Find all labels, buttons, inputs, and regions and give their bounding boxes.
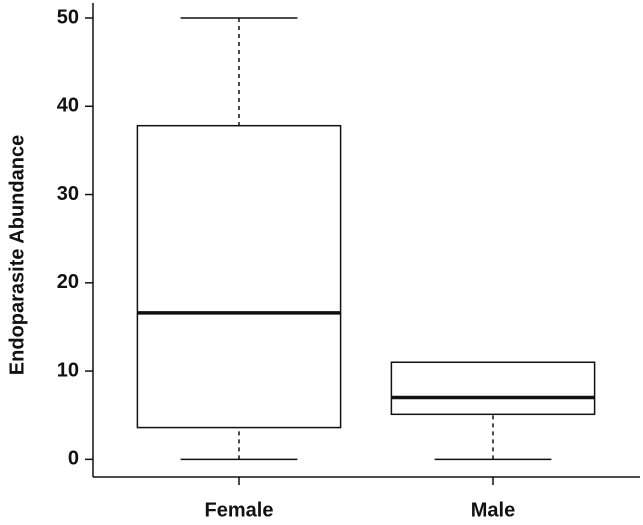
y-tick-label: 20 [57, 271, 79, 293]
y-tick-label: 50 [57, 6, 79, 28]
x-tick-label: Male [471, 499, 515, 521]
box [390, 361, 596, 416]
y-tick-label: 10 [57, 359, 79, 381]
y-axis-title: Endoparasite Abundance [6, 135, 28, 375]
y-tick-label: 0 [68, 448, 79, 470]
y-tick-label: 40 [57, 95, 79, 117]
x-tick-label: Female [205, 499, 274, 521]
y-tick-label: 30 [57, 183, 79, 205]
box [136, 124, 342, 429]
